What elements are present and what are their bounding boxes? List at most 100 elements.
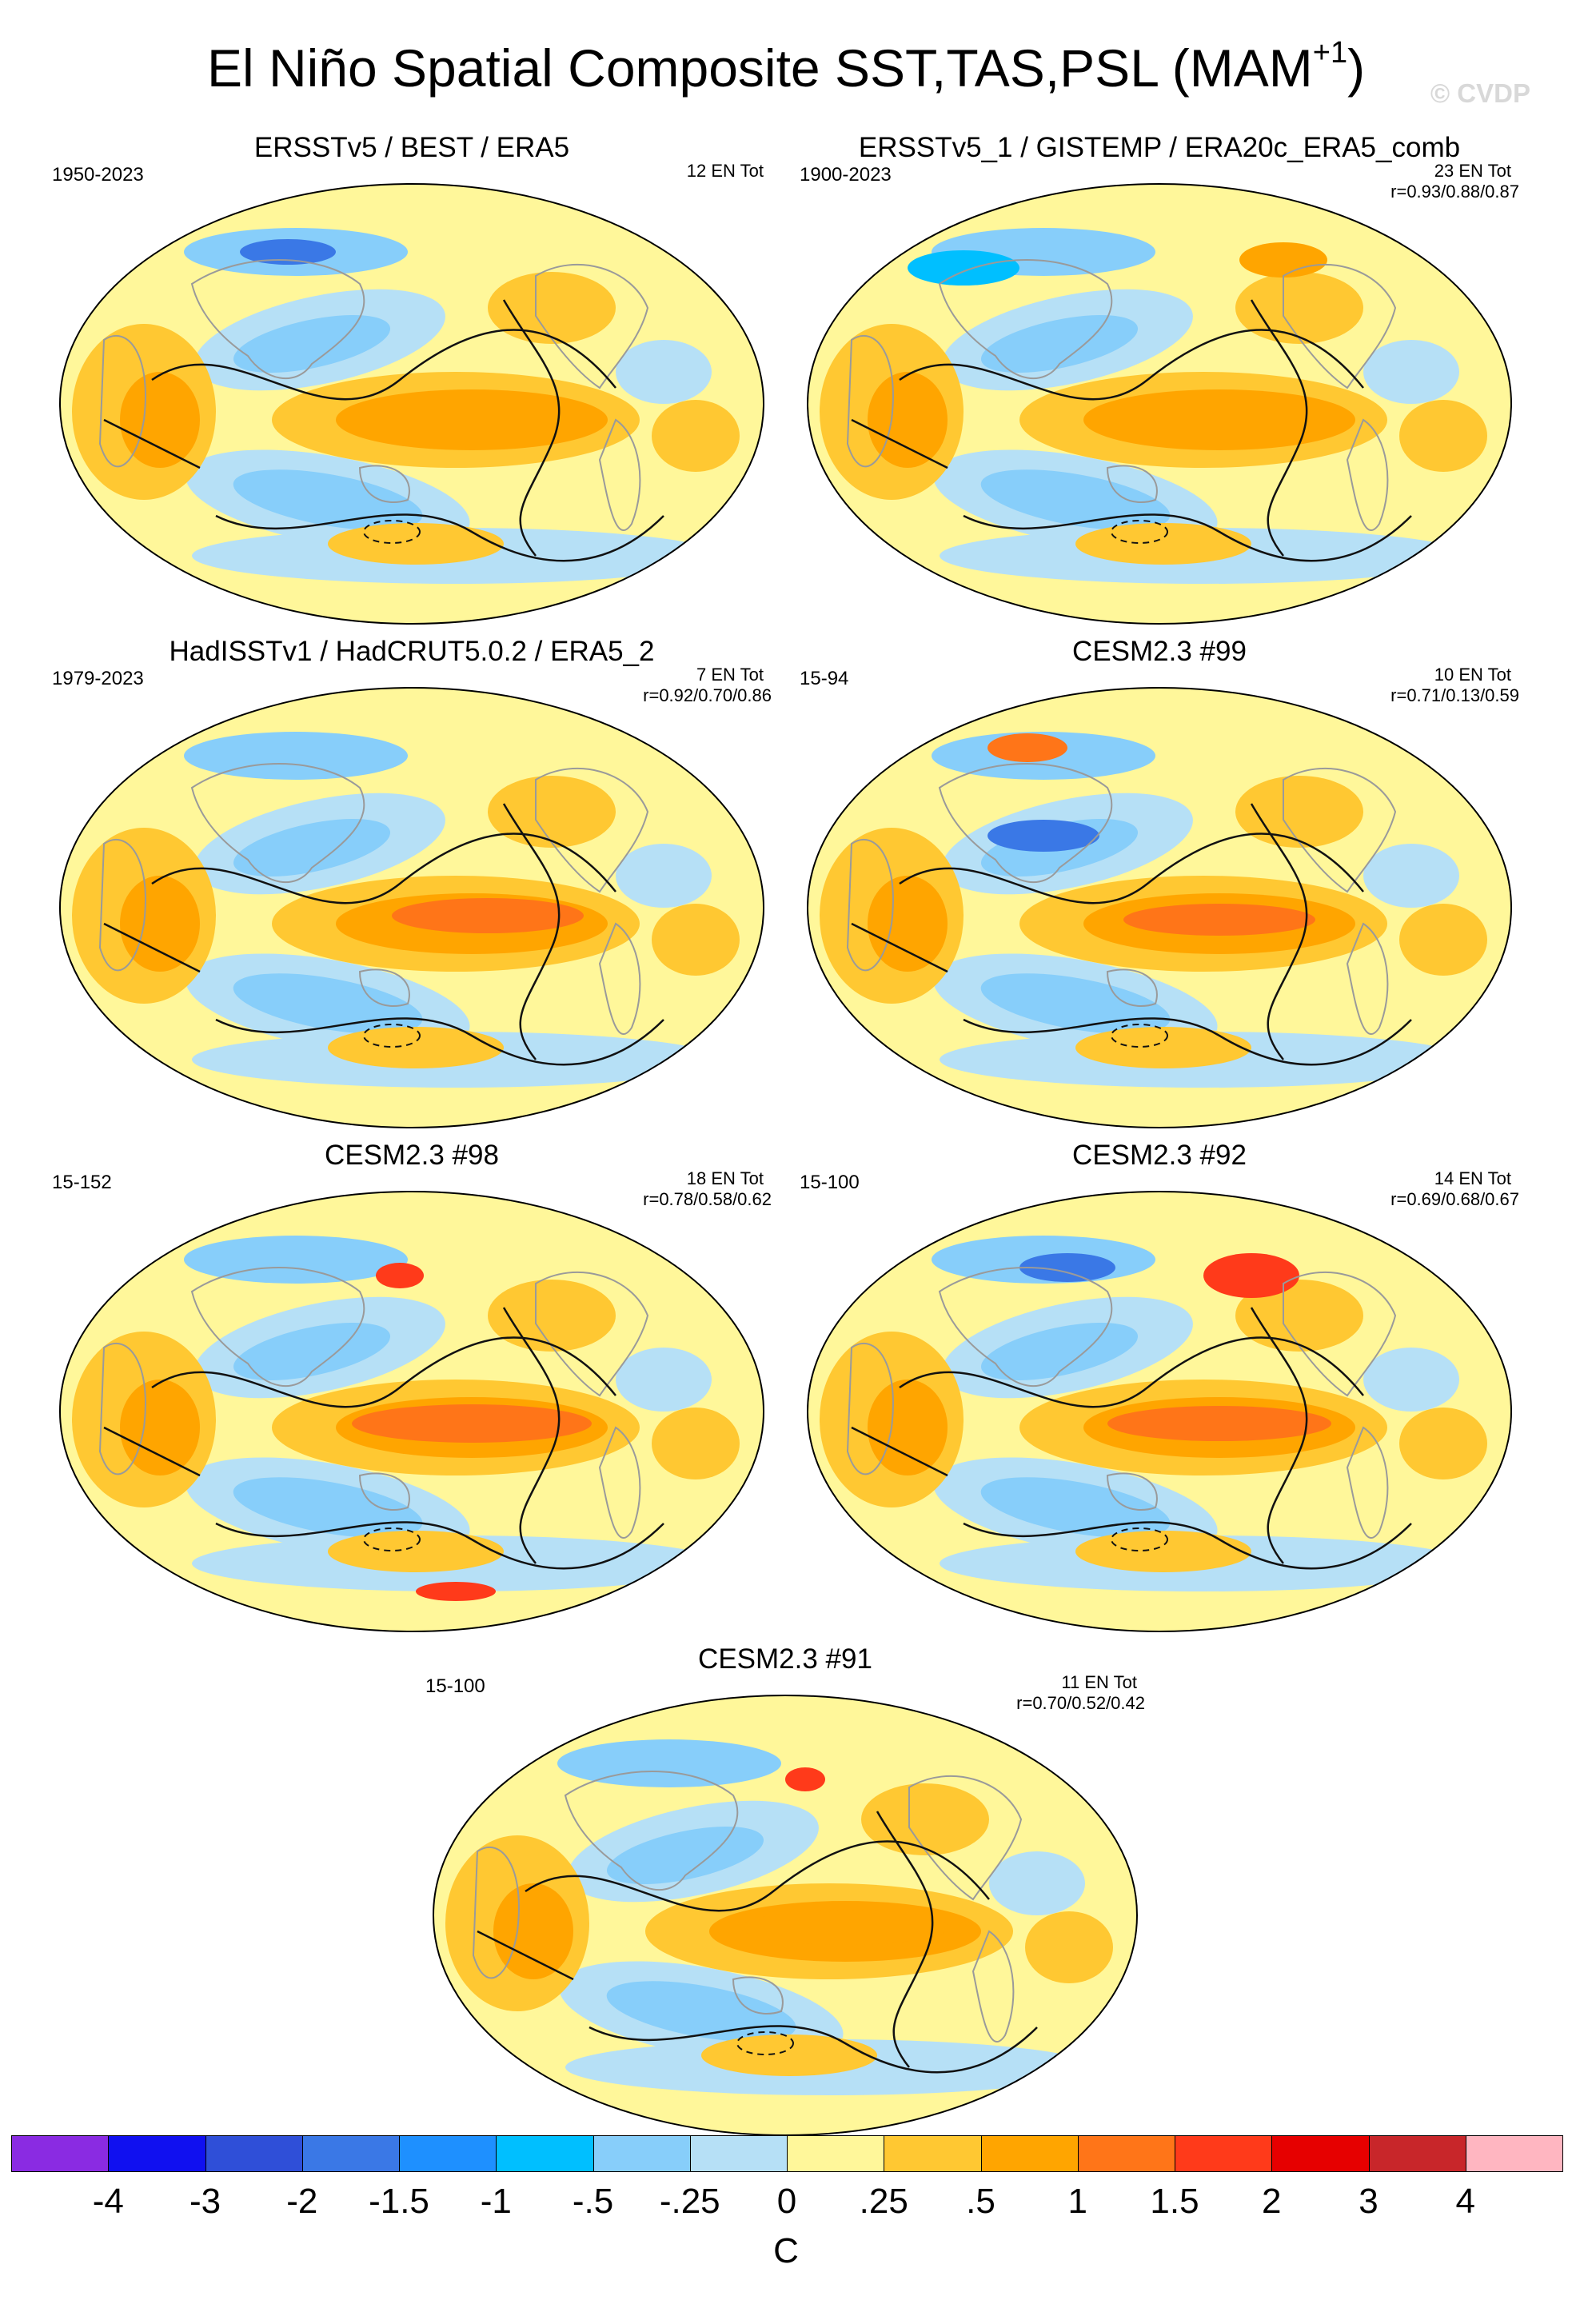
anomaly-region	[1075, 523, 1251, 565]
coastline	[598, 1426, 641, 1539]
map-border	[807, 1191, 1512, 1632]
panel-pattern-correlations: r=0.92/0.70/0.86	[643, 685, 772, 705]
panel-years: 1950-2023	[52, 164, 144, 186]
psl-contour-negative	[1111, 1527, 1168, 1551]
coastline	[535, 1272, 649, 1397]
colorbar-box	[1368, 2135, 1466, 2172]
colorbar-box	[108, 2135, 206, 2172]
psl-contour	[525, 1840, 990, 1912]
panel-event-count: 14 EN Tot	[1434, 1168, 1511, 1188]
anomaly-region	[652, 1408, 740, 1479]
colorbar-tick-label: -4	[92, 2182, 124, 2221]
psl-contour	[477, 1930, 574, 1981]
anomaly-region	[652, 400, 740, 472]
panel-event-count: 11 EN Tot	[1061, 1672, 1137, 1692]
coastline	[1283, 768, 1397, 893]
panel-pattern-correlations: r=0.70/0.52/0.42	[1016, 1693, 1145, 1713]
psl-contour-negative	[363, 1024, 421, 1048]
coastline	[846, 838, 894, 972]
colorbar-box	[787, 2135, 885, 2172]
psl-contour	[103, 922, 201, 973]
psl-contour	[502, 803, 561, 1060]
anomaly-region	[1399, 1408, 1487, 1479]
colorbar-box	[1465, 2135, 1563, 2172]
colorbar-tick-label: -.5	[572, 2182, 614, 2221]
cvdp-watermark: © CVDP	[1430, 78, 1530, 108]
map-panel-p5: CESM2.3 #98 15-152 18 EN Tot r=0.78/0.58/0.…	[44, 1140, 780, 1635]
psl-contour	[899, 833, 1364, 904]
psl-contour	[215, 1017, 664, 1066]
colorbar-tick-label: 1	[1067, 2182, 1087, 2221]
robinson-map	[59, 183, 764, 625]
panel-years: 15-100	[800, 1172, 860, 1193]
psl-contour-negative	[363, 1527, 421, 1551]
anomaly-region	[980, 469, 1171, 530]
anomaly-region	[184, 732, 408, 780]
coastline	[1106, 465, 1158, 504]
figure-title-text: El Niño Spatial Composite SST,TAS,PSL (M…	[206, 38, 1313, 98]
coastline	[908, 1775, 1023, 1901]
panel-years: 1900-2023	[800, 164, 892, 186]
anomaly-region	[120, 876, 200, 972]
anomaly-region	[493, 1883, 573, 1979]
coastline	[98, 334, 146, 468]
map-border	[59, 1191, 764, 1632]
anomaly-region	[488, 1280, 616, 1352]
anomaly-region	[352, 1404, 592, 1443]
anomaly-region	[1107, 1406, 1331, 1441]
anomaly-region	[233, 469, 423, 530]
colorbar-box	[592, 2135, 691, 2172]
coastline	[1283, 1272, 1397, 1397]
psl-contour	[963, 1521, 1412, 1570]
anomaly-region	[987, 820, 1099, 852]
anomaly-region	[392, 898, 584, 933]
panel-event-count: 10 EN Tot	[1434, 665, 1511, 685]
coastline	[98, 1342, 146, 1475]
anomaly-region	[741, 1910, 949, 1945]
colorbar-tick-label: 3	[1359, 2182, 1378, 2221]
panel-event-count: 18 EN Tot	[686, 1168, 764, 1188]
panel-years: 1979-2023	[52, 668, 144, 689]
coastline	[1346, 922, 1389, 1035]
psl-contour-negative	[1111, 1024, 1168, 1048]
anomaly-region	[328, 523, 504, 565]
coastline	[938, 259, 1113, 379]
anomaly-region	[1363, 340, 1459, 404]
psl-contour	[502, 299, 561, 557]
map-panel-p6: CESM2.3 #92 15-100 14 EN Tot r=0.69/0.68/0.…	[792, 1140, 1527, 1635]
colorbar-tick-label: .25	[859, 2182, 908, 2221]
panel-years: 15-94	[800, 668, 849, 689]
anomaly-region	[1399, 400, 1487, 472]
anomaly-region	[616, 1348, 712, 1412]
coastline	[98, 838, 146, 972]
psl-contour	[851, 1426, 948, 1477]
coastline	[938, 763, 1113, 883]
colorbar-tick-label: 2	[1262, 2182, 1282, 2221]
coastline	[358, 968, 410, 1008]
coastline	[598, 922, 641, 1035]
coastline	[938, 1267, 1113, 1387]
panel-pattern-correlations: r=0.93/0.88/0.87	[1390, 182, 1519, 202]
robinson-map	[59, 1191, 764, 1632]
anomaly-region	[1123, 904, 1315, 936]
colorbar-box	[11, 2135, 110, 2172]
panel-event-count: 7 EN Tot	[696, 665, 764, 685]
psl-contour	[215, 1521, 664, 1570]
colorbar	[11, 2135, 1563, 2172]
panel-event-count: 12 EN Tot	[686, 161, 764, 181]
panel-event-count: 23 EN Tot	[1434, 161, 1511, 181]
coastline	[1346, 418, 1389, 531]
psl-contour-negative	[1111, 520, 1168, 544]
figure-title: El Niño Spatial Composite SST,TAS,PSL (M…	[0, 22, 1572, 98]
panel-pattern-correlations: r=0.71/0.13/0.59	[1390, 685, 1519, 705]
panel-title: CESM2.3 #92	[1072, 1140, 1247, 1171]
psl-contour	[963, 513, 1412, 562]
coastline	[535, 264, 649, 389]
anomaly-region	[1075, 1027, 1251, 1068]
psl-contour	[876, 1811, 934, 2068]
colorbar-box	[1271, 2135, 1370, 2172]
anomaly-region	[1203, 1253, 1299, 1298]
anomaly-region	[908, 250, 1019, 286]
robinson-map	[807, 687, 1512, 1128]
colorbar-box	[1175, 2135, 1273, 2172]
